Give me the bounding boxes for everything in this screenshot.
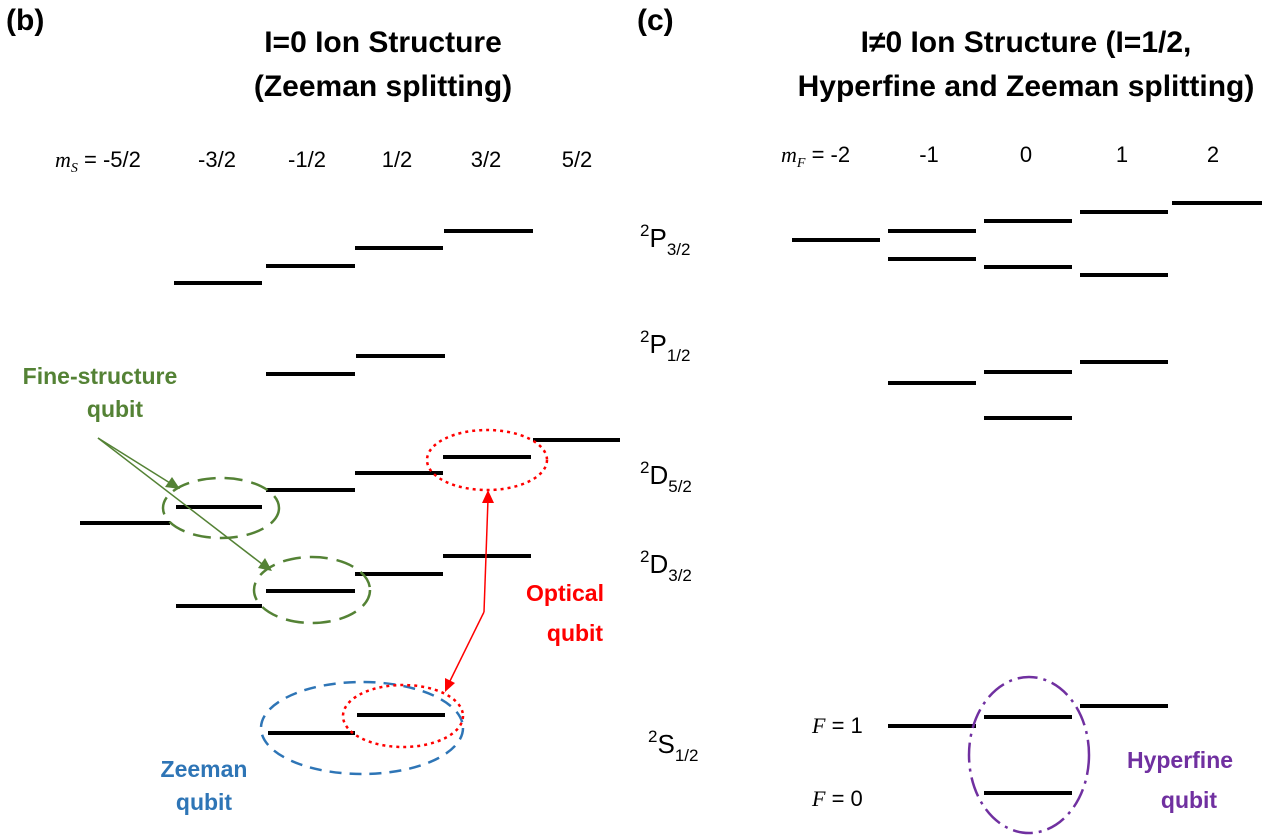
mf-value-0: 0 <box>1020 142 1032 167</box>
panel-c-title-line1: I≠0 Ion Structure (I=1/2, <box>861 26 1192 59</box>
optical-ellipse-s12 <box>341 683 465 749</box>
hyperfine-ellipse <box>967 675 1091 835</box>
optical-arrow-line-up <box>483 498 489 613</box>
optical-arrow-line-down <box>448 611 485 684</box>
f0-label: F = 0 <box>811 786 863 811</box>
fine-structure-label-line1: Fine-structure <box>23 363 178 389</box>
mf-value-1: 1 <box>1116 142 1128 167</box>
fine-structure-ellipse-d52 <box>161 476 281 540</box>
optical-label-line2: qubit <box>547 620 604 646</box>
hyperfine-qubit-annotation: Hyperfine qubit <box>967 675 1233 835</box>
panel-c-letter: (c) <box>637 4 674 37</box>
fine-structure-arrowhead-1 <box>165 477 180 489</box>
levels-b <box>80 229 620 735</box>
panel-c: (c) I≠0 Ion Structure (I=1/2, Hyperfine … <box>637 4 1262 835</box>
optical-arrowhead-down <box>445 678 455 692</box>
zeeman-ellipse <box>259 680 465 776</box>
optical-label-line1: Optical <box>526 580 604 606</box>
zeeman-label-line2: qubit <box>176 789 233 815</box>
state-label-p12: 2P1/2 <box>640 327 690 365</box>
panel-b-title-line1: I=0 Ion Structure <box>264 26 502 59</box>
fine-structure-label-line2: qubit <box>87 396 144 422</box>
fine-structure-arrowhead-2 <box>258 558 272 571</box>
optical-arrowhead-up <box>482 490 494 503</box>
ms-value-minus-3-2: -3/2 <box>198 147 236 172</box>
state-label-s12: 2S1/2 <box>648 727 698 765</box>
ms-value-minus-1-2: -1/2 <box>288 147 326 172</box>
ms-label: mS = -5/2 <box>55 147 141 176</box>
state-labels: 2P3/2 2P1/2 2D5/2 2D3/2 2S1/2 <box>640 221 698 765</box>
state-label-d52: 2D5/2 <box>640 458 692 496</box>
mf-label: mF = -2 <box>781 142 850 171</box>
ms-value-3-2: 3/2 <box>471 147 502 172</box>
levels-c <box>792 201 1262 795</box>
optical-ellipse-d52 <box>425 428 549 492</box>
zeeman-label-line1: Zeeman <box>161 756 248 782</box>
ms-value-1-2: 1/2 <box>382 147 413 172</box>
ms-value-5-2: 5/2 <box>562 147 593 172</box>
fine-structure-arrow-1 <box>97 437 171 484</box>
panel-b: (b) I=0 Ion Structure (Zeeman splitting)… <box>6 4 620 815</box>
state-label-d32: 2D3/2 <box>640 547 692 585</box>
fine-structure-arrow-2 <box>97 437 263 565</box>
mf-value-2: 2 <box>1207 142 1219 167</box>
mf-value-minus-1: -1 <box>919 142 939 167</box>
hyperfine-label-line1: Hyperfine <box>1127 747 1233 773</box>
panel-b-letter: (b) <box>6 4 44 37</box>
optical-qubit-annotation: Optical qubit <box>341 428 604 749</box>
state-label-p32: 2P3/2 <box>640 221 690 259</box>
hyperfine-label-line2: qubit <box>1161 787 1218 813</box>
panel-b-title-line2: (Zeeman splitting) <box>254 70 512 103</box>
f1-label: F = 1 <box>811 713 863 738</box>
fine-structure-qubit-annotation: Fine-structure qubit <box>23 363 372 625</box>
panel-c-title-line2: Hyperfine and Zeeman splitting) <box>798 70 1255 103</box>
zeeman-qubit-annotation: Zeeman qubit <box>161 680 465 815</box>
fine-structure-ellipse-d32 <box>252 555 372 625</box>
